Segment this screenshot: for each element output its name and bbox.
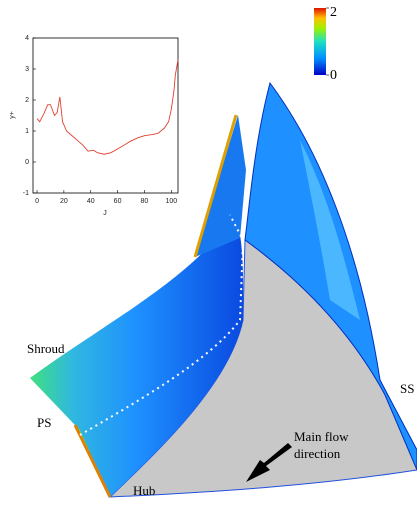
inset-frame	[32, 37, 179, 194]
y-tick-label: 2	[25, 97, 29, 104]
annotation: PS	[37, 415, 51, 430]
render	[30, 81, 417, 498]
annotation: direction	[294, 446, 341, 461]
y-tick-label: 0	[25, 159, 29, 166]
x-tick-label: 40	[87, 198, 95, 205]
y-tick-label: 1	[25, 128, 29, 135]
line	[36, 59, 179, 155]
colorbar-tick-label: 2	[330, 5, 337, 20]
annotation: Main flow	[294, 429, 349, 444]
y-tick-label: -1	[23, 190, 29, 197]
y-axis-label: y+	[9, 111, 16, 119]
x-axis-label: J	[103, 210, 107, 217]
colorbar-tick-label: 0	[330, 68, 337, 83]
annotation: SS	[400, 381, 414, 396]
x-tick-label: 0	[35, 198, 39, 205]
x-tick-label: 80	[141, 198, 149, 205]
y-tick-label: 4	[25, 35, 29, 42]
x-tick-label: 20	[60, 198, 68, 205]
annotation: Shroud	[27, 341, 65, 356]
annotation: Hub	[133, 483, 155, 498]
x-tick-label: 60	[114, 198, 122, 205]
y-tick-label: 3	[25, 66, 29, 73]
x-tick-label: 100	[165, 198, 177, 205]
colorbar	[314, 8, 326, 75]
